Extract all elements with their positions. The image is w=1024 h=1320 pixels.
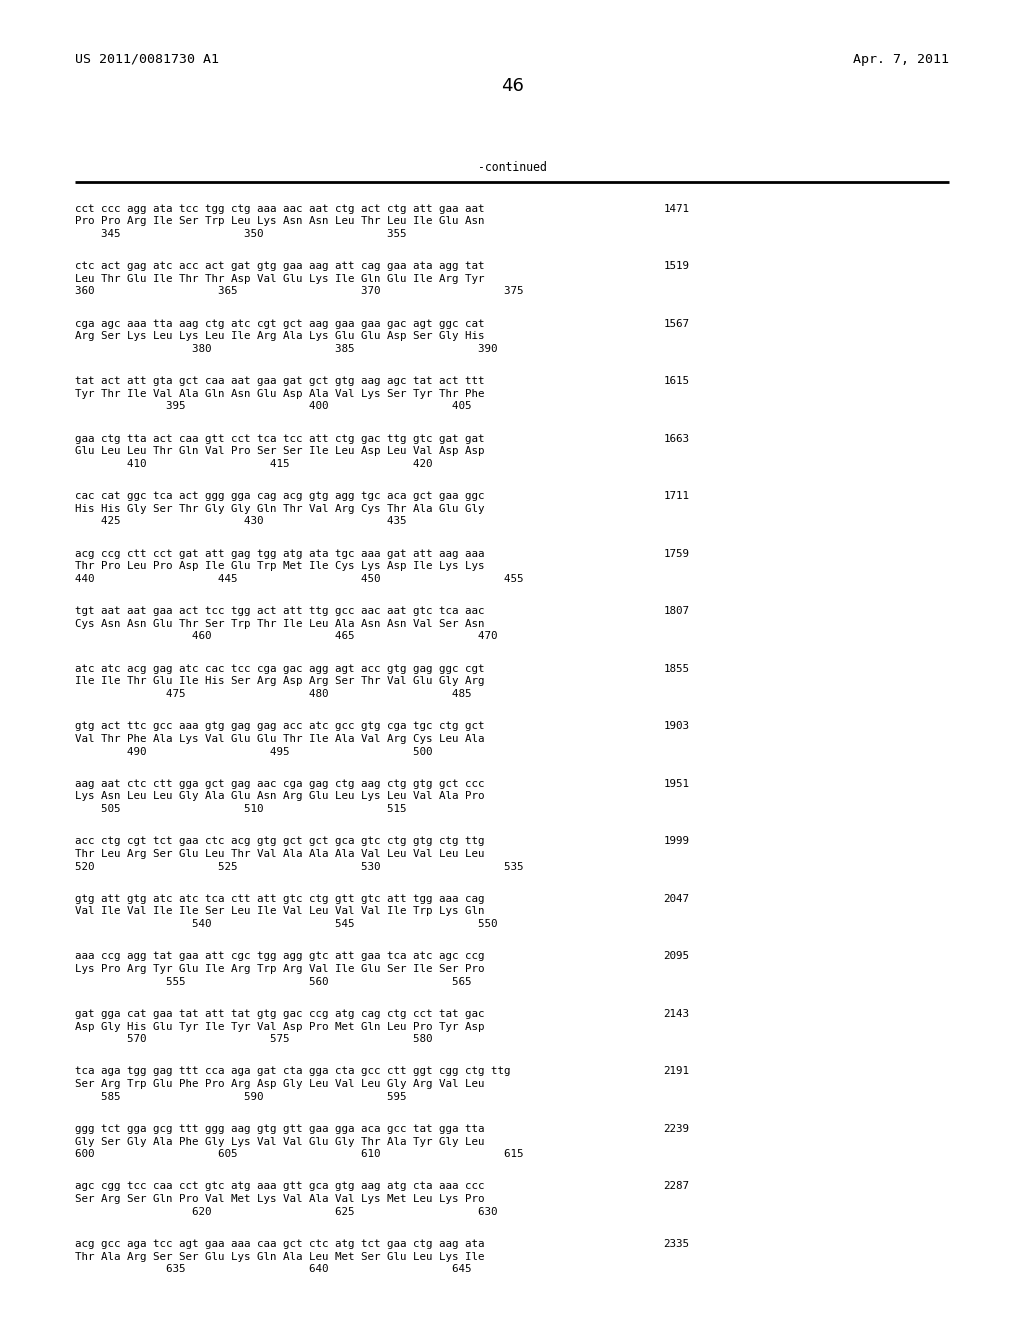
Text: 345                   350                   355: 345 350 355 [75,228,407,239]
Text: Val Ile Val Ile Ile Ser Leu Ile Val Leu Val Val Ile Trp Lys Gln: Val Ile Val Ile Ile Ser Leu Ile Val Leu … [75,907,484,916]
Text: Cys Asn Asn Glu Thr Ser Trp Thr Ile Leu Ala Asn Asn Val Ser Asn: Cys Asn Asn Glu Thr Ser Trp Thr Ile Leu … [75,619,484,628]
Text: Glu Leu Leu Thr Gln Val Pro Ser Ser Ile Leu Asp Leu Val Asp Asp: Glu Leu Leu Thr Gln Val Pro Ser Ser Ile … [75,446,484,457]
Text: 2191: 2191 [664,1067,689,1076]
Text: 2335: 2335 [664,1239,689,1249]
Text: 2143: 2143 [664,1008,689,1019]
Text: 1567: 1567 [664,318,689,329]
Text: 1807: 1807 [664,606,689,616]
Text: 410                   415                   420: 410 415 420 [75,459,432,469]
Text: 570                   575                   580: 570 575 580 [75,1034,432,1044]
Text: acg gcc aga tcc agt gaa aaa caa gct ctc atg tct gaa ctg aag ata: acg gcc aga tcc agt gaa aaa caa gct ctc … [75,1239,484,1249]
Text: acc ctg cgt tct gaa ctc acg gtg gct gct gca gtc ctg gtg ctg ttg: acc ctg cgt tct gaa ctc acg gtg gct gct … [75,837,484,846]
Text: 1519: 1519 [664,261,689,271]
Text: Thr Ala Arg Ser Ser Glu Lys Gln Ala Leu Met Ser Glu Leu Lys Ile: Thr Ala Arg Ser Ser Glu Lys Gln Ala Leu … [75,1251,484,1262]
Text: tgt aat aat gaa act tcc tgg act att ttg gcc aac aat gtc tca aac: tgt aat aat gaa act tcc tgg act att ttg … [75,606,484,616]
Text: gtg act ttc gcc aaa gtg gag gag acc atc gcc gtg cga tgc ctg gct: gtg act ttc gcc aaa gtg gag gag acc atc … [75,721,484,731]
Text: 2095: 2095 [664,952,689,961]
Text: Lys Asn Leu Leu Gly Ala Glu Asn Arg Glu Leu Lys Leu Val Ala Pro: Lys Asn Leu Leu Gly Ala Glu Asn Arg Glu … [75,792,484,801]
Text: 555                   560                   565: 555 560 565 [75,977,471,986]
Text: Tyr Thr Ile Val Ala Gln Asn Glu Asp Ala Val Lys Ser Tyr Thr Phe: Tyr Thr Ile Val Ala Gln Asn Glu Asp Ala … [75,389,484,399]
Text: Val Thr Phe Ala Lys Val Glu Glu Thr Ile Ala Val Arg Cys Leu Ala: Val Thr Phe Ala Lys Val Glu Glu Thr Ile … [75,734,484,744]
Text: Asp Gly His Glu Tyr Ile Tyr Val Asp Pro Met Gln Leu Pro Tyr Asp: Asp Gly His Glu Tyr Ile Tyr Val Asp Pro … [75,1022,484,1031]
Text: 490                   495                   500: 490 495 500 [75,747,432,756]
Text: Leu Thr Glu Ile Thr Thr Asp Val Glu Lys Ile Gln Glu Ile Arg Tyr: Leu Thr Glu Ile Thr Thr Asp Val Glu Lys … [75,273,484,284]
Text: 1759: 1759 [664,549,689,558]
Text: Ser Arg Trp Glu Phe Pro Arg Asp Gly Leu Val Leu Gly Arg Val Leu: Ser Arg Trp Glu Phe Pro Arg Asp Gly Leu … [75,1078,484,1089]
Text: Gly Ser Gly Ala Phe Gly Lys Val Val Glu Gly Thr Ala Tyr Gly Leu: Gly Ser Gly Ala Phe Gly Lys Val Val Glu … [75,1137,484,1147]
Text: 460                   465                   470: 460 465 470 [75,631,498,642]
Text: 585                   590                   595: 585 590 595 [75,1092,407,1102]
Text: 1999: 1999 [664,837,689,846]
Text: tca aga tgg gag ttt cca aga gat cta gga cta gcc ctt ggt cgg ctg ttg: tca aga tgg gag ttt cca aga gat cta gga … [75,1067,510,1076]
Text: 1615: 1615 [664,376,689,385]
Text: US 2011/0081730 A1: US 2011/0081730 A1 [75,53,219,66]
Text: 1903: 1903 [664,721,689,731]
Text: Lys Pro Arg Tyr Glu Ile Arg Trp Arg Val Ile Glu Ser Ile Ser Pro: Lys Pro Arg Tyr Glu Ile Arg Trp Arg Val … [75,964,484,974]
Text: cga agc aaa tta aag ctg atc cgt gct aag gaa gaa gac agt ggc cat: cga agc aaa tta aag ctg atc cgt gct aag … [75,318,484,329]
Text: 395                   400                   405: 395 400 405 [75,401,471,412]
Text: 475                   480                   485: 475 480 485 [75,689,471,700]
Text: Pro Pro Arg Ile Ser Trp Leu Lys Asn Asn Leu Thr Leu Ile Glu Asn: Pro Pro Arg Ile Ser Trp Leu Lys Asn Asn … [75,216,484,226]
Text: 46: 46 [501,77,523,95]
Text: 505                   510                   515: 505 510 515 [75,804,407,814]
Text: 540                   545                   550: 540 545 550 [75,919,498,929]
Text: 520                   525                   530                   535: 520 525 530 535 [75,862,523,871]
Text: 2239: 2239 [664,1123,689,1134]
Text: 380                   385                   390: 380 385 390 [75,345,498,354]
Text: 600                   605                   610                   615: 600 605 610 615 [75,1150,523,1159]
Text: gaa ctg tta act caa gtt cct tca tcc att ctg gac ttg gtc gat gat: gaa ctg tta act caa gtt cct tca tcc att … [75,433,484,444]
Text: 1663: 1663 [664,433,689,444]
Text: Ser Arg Ser Gln Pro Val Met Lys Val Ala Val Lys Met Leu Lys Pro: Ser Arg Ser Gln Pro Val Met Lys Val Ala … [75,1195,484,1204]
Text: Apr. 7, 2011: Apr. 7, 2011 [853,53,949,66]
Text: Thr Leu Arg Ser Glu Leu Thr Val Ala Ala Ala Val Leu Val Leu Leu: Thr Leu Arg Ser Glu Leu Thr Val Ala Ala … [75,849,484,859]
Text: gtg att gtg atc atc tca ctt att gtc ctg gtt gtc att tgg aaa cag: gtg att gtg atc atc tca ctt att gtc ctg … [75,894,484,904]
Text: His His Gly Ser Thr Gly Gly Gln Thr Val Arg Cys Thr Ala Glu Gly: His His Gly Ser Thr Gly Gly Gln Thr Val … [75,504,484,513]
Text: acg ccg ctt cct gat att gag tgg atg ata tgc aaa gat att aag aaa: acg ccg ctt cct gat att gag tgg atg ata … [75,549,484,558]
Text: 635                   640                   645: 635 640 645 [75,1265,471,1274]
Text: Ile Ile Thr Glu Ile His Ser Arg Asp Arg Ser Thr Val Glu Gly Arg: Ile Ile Thr Glu Ile His Ser Arg Asp Arg … [75,676,484,686]
Text: Thr Pro Leu Pro Asp Ile Glu Trp Met Ile Cys Lys Asp Ile Lys Lys: Thr Pro Leu Pro Asp Ile Glu Trp Met Ile … [75,561,484,572]
Text: ctc act gag atc acc act gat gtg gaa aag att cag gaa ata agg tat: ctc act gag atc acc act gat gtg gaa aag … [75,261,484,271]
Text: tat act att gta gct caa aat gaa gat gct gtg aag agc tat act ttt: tat act att gta gct caa aat gaa gat gct … [75,376,484,385]
Text: 1951: 1951 [664,779,689,789]
Text: 360                   365                   370                   375: 360 365 370 375 [75,286,523,297]
Text: ggg tct gga gcg ttt ggg aag gtg gtt gaa gga aca gcc tat gga tta: ggg tct gga gcg ttt ggg aag gtg gtt gaa … [75,1123,484,1134]
Text: 1855: 1855 [664,664,689,673]
Text: aaa ccg agg tat gaa att cgc tgg agg gtc att gaa tca atc agc ccg: aaa ccg agg tat gaa att cgc tgg agg gtc … [75,952,484,961]
Text: 1471: 1471 [664,203,689,214]
Text: aag aat ctc ctt gga gct gag aac cga gag ctg aag ctg gtg gct ccc: aag aat ctc ctt gga gct gag aac cga gag … [75,779,484,789]
Text: 620                   625                   630: 620 625 630 [75,1206,498,1217]
Text: 2047: 2047 [664,894,689,904]
Text: 440                   445                   450                   455: 440 445 450 455 [75,574,523,583]
Text: atc atc acg gag atc cac tcc cga gac agg agt acc gtg gag ggc cgt: atc atc acg gag atc cac tcc cga gac agg … [75,664,484,673]
Text: 425                   430                   435: 425 430 435 [75,516,407,527]
Text: cct ccc agg ata tcc tgg ctg aaa aac aat ctg act ctg att gaa aat: cct ccc agg ata tcc tgg ctg aaa aac aat … [75,203,484,214]
Text: Arg Ser Lys Leu Lys Leu Ile Arg Ala Lys Glu Glu Asp Ser Gly His: Arg Ser Lys Leu Lys Leu Ile Arg Ala Lys … [75,331,484,341]
Text: 2287: 2287 [664,1181,689,1192]
Text: cac cat ggc tca act ggg gga cag acg gtg agg tgc aca gct gaa ggc: cac cat ggc tca act ggg gga cag acg gtg … [75,491,484,502]
Text: gat gga cat gaa tat att tat gtg gac ccg atg cag ctg cct tat gac: gat gga cat gaa tat att tat gtg gac ccg … [75,1008,484,1019]
Text: agc cgg tcc caa cct gtc atg aaa gtt gca gtg aag atg cta aaa ccc: agc cgg tcc caa cct gtc atg aaa gtt gca … [75,1181,484,1192]
Text: 1711: 1711 [664,491,689,502]
Text: -continued: -continued [477,161,547,174]
